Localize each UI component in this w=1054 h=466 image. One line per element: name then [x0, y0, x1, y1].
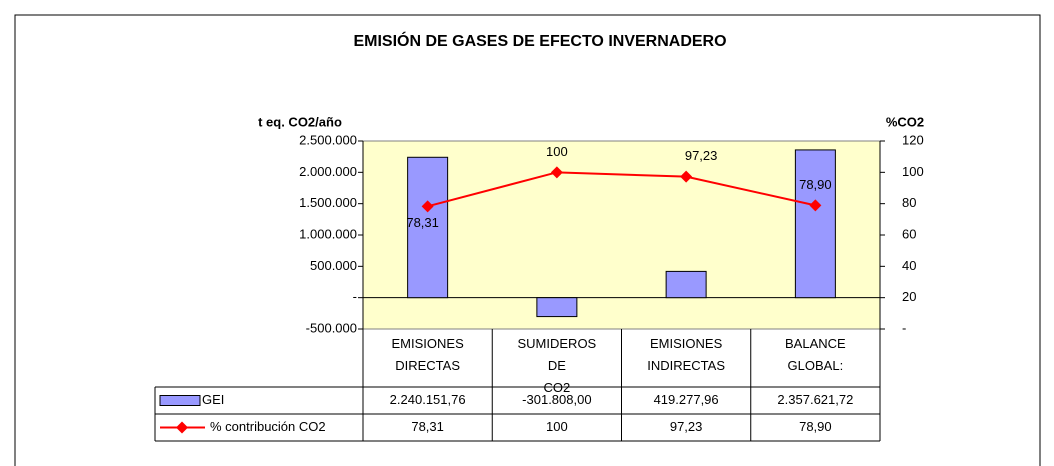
- y2-tick-label: -: [902, 320, 906, 335]
- x-tick-label: EMISIONES INDIRECTAS: [647, 336, 725, 373]
- y2-tick-label: 100: [902, 164, 924, 179]
- table-cell: 419.277,96: [654, 392, 719, 407]
- table-cell: 97,23: [670, 419, 703, 434]
- table-cell: -301.808,00: [522, 392, 591, 407]
- y-tick-label: 1.000.000: [299, 226, 357, 241]
- y-axis-title: t eq. CO2/año: [258, 114, 342, 129]
- y2-axis-title: %CO2: [886, 114, 924, 129]
- legend-label: GEI: [202, 392, 224, 407]
- line: [427, 171, 816, 208]
- data-label: 78,31: [406, 215, 439, 230]
- y2-tick-label: 20: [902, 289, 916, 304]
- y2-tick-label: 80: [902, 195, 916, 210]
- y2-tick-label: 60: [902, 226, 916, 241]
- data-label: 78,90: [799, 177, 832, 192]
- y2-tick-label: 120: [902, 132, 924, 147]
- y-tick-label: 1.500.000: [299, 195, 357, 210]
- legend-marker: [176, 421, 188, 434]
- y2-tick-label: 40: [902, 258, 916, 273]
- line-marker: [421, 200, 434, 213]
- data-label: 97,23: [685, 148, 718, 163]
- y-tick-label: 500.000: [310, 258, 357, 273]
- table-cell: 78,90: [799, 419, 832, 434]
- table-cell: 2.240.151,76: [390, 392, 466, 407]
- line-marker: [809, 199, 822, 212]
- y-tick-label: 2.000.000: [299, 164, 357, 179]
- x-tick-label: EMISIONES DIRECTAS: [392, 336, 465, 373]
- bar: [665, 270, 707, 299]
- y-tick-label: -: [353, 289, 357, 304]
- chart-title: EMISIÓN DE GASES DE EFECTO INVERNADERO: [353, 31, 726, 50]
- bar: [407, 156, 449, 299]
- line-marker: [680, 170, 693, 183]
- data-label: 100: [546, 144, 568, 159]
- bar: [536, 297, 578, 318]
- y-tick-label: -500.000: [306, 320, 357, 335]
- table-cell: 2.357.621,72: [777, 392, 853, 407]
- bar: [794, 149, 836, 299]
- line-marker: [550, 166, 563, 179]
- y-tick-label: 2.500.000: [299, 132, 357, 147]
- table-cell: 100: [546, 419, 568, 434]
- table-cell: 78,31: [411, 419, 444, 434]
- x-tick-label: BALANCE GLOBAL:: [785, 336, 846, 373]
- legend-label: % contribución CO2: [210, 419, 326, 434]
- x-tick-label: SUMIDEROS DE CO2: [518, 336, 597, 395]
- legend-swatch: [159, 395, 201, 406]
